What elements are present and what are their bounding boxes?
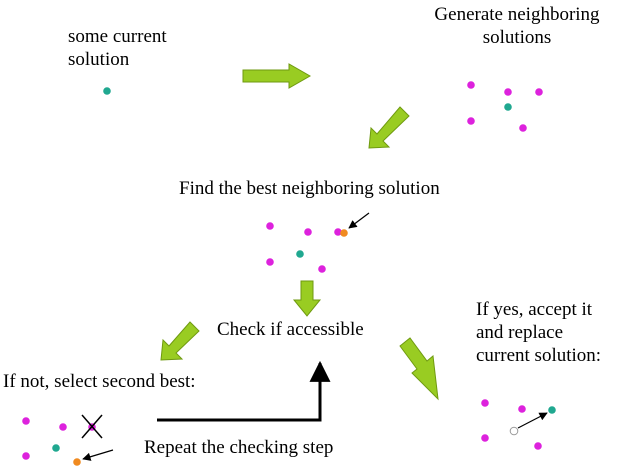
if-yes-label: If yes, accept it and replace current so… — [476, 299, 602, 366]
neighbor-dot — [519, 124, 527, 132]
current-solution-dot — [103, 87, 111, 95]
pointer-arrow — [82, 449, 114, 461]
current-solution-dot — [296, 250, 304, 258]
repeat-step-label: Repeat the checking step — [144, 437, 334, 458]
neighbor-dot — [481, 434, 489, 442]
best-solution-dot — [340, 229, 348, 237]
neighbor-dot — [481, 399, 489, 407]
old-solution-dot — [509, 426, 519, 436]
move-arrow — [517, 412, 548, 429]
neighbor-dot — [467, 117, 475, 125]
reject-cross-icon — [81, 414, 103, 439]
flow-arrow-right — [242, 63, 312, 89]
flow-arrow-down-right — [399, 337, 439, 401]
neighbor-dot — [334, 228, 342, 236]
accepted-group — [481, 399, 556, 450]
neighbor-dot — [266, 258, 274, 266]
neighbor-dot — [266, 222, 274, 230]
flow-arrow-down-center — [292, 280, 322, 317]
best-neighbor-group — [266, 212, 370, 273]
generate-neighbors-label: Generate neighboring solutions — [434, 4, 600, 48]
repeat-loop-arrow — [157, 360, 331, 422]
if-not-label: If not, select second best: — [3, 371, 196, 392]
neighbor-dot — [59, 423, 67, 431]
flow-arrow-down-left-top — [368, 106, 410, 149]
current-solution-dot — [504, 103, 512, 111]
neighbor-dot — [22, 452, 30, 460]
neighbor-dot — [467, 81, 475, 89]
current-solution-label: some current solution — [68, 26, 167, 70]
neighbor-dot — [518, 405, 526, 413]
find-best-label: Find the best neighboring solution — [179, 178, 440, 199]
neighbor-dot — [22, 417, 30, 425]
neighbor-dot — [318, 265, 326, 273]
check-accessible-label: Check if accessible — [217, 319, 364, 340]
flow-arrow-down-left-bottom — [160, 321, 200, 361]
neighbor-dot — [534, 442, 542, 450]
neighbor-dot — [504, 88, 512, 96]
generated-neighbors — [467, 81, 543, 132]
second-best-dot — [73, 458, 81, 466]
current-solution-dot — [548, 406, 556, 414]
current-solution-dot — [52, 444, 60, 452]
neighbor-dot — [535, 88, 543, 96]
second-best-group — [22, 414, 114, 466]
pointer-arrow — [348, 212, 370, 229]
neighbor-dot — [304, 228, 312, 236]
